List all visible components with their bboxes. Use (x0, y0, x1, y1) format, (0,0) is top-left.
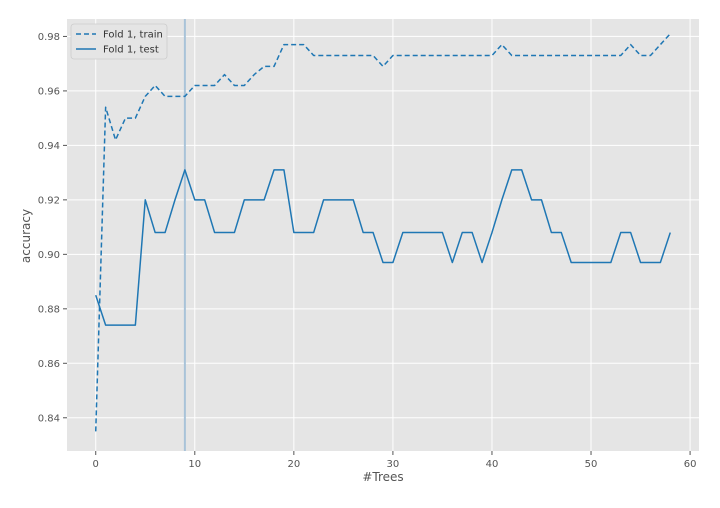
x-tick-label: 0 (93, 459, 99, 470)
legend-box (70, 23, 168, 60)
y-tick-label: 0.94 (38, 141, 60, 152)
x-tick-label: 60 (684, 459, 697, 470)
legend-label-train: Fold 1, train (103, 30, 163, 41)
y-tick-label: 0.86 (38, 359, 60, 370)
x-axis-label: #Trees (362, 470, 403, 484)
series-layer (94, 33, 671, 432)
x-tick-label: 50 (585, 459, 598, 470)
plot-area (67, 19, 699, 451)
y-axis-label: accuracy (19, 209, 33, 263)
x-tick-label: 40 (486, 459, 499, 470)
y-tick-label: 0.90 (38, 250, 60, 261)
y-tick-label: 0.96 (38, 86, 60, 97)
test-accuracy-line (95, 169, 671, 326)
x-tick-label: 20 (287, 459, 300, 470)
y-tick-label: 0.92 (38, 195, 60, 206)
x-axis-ticks: 0 10 20 30 40 50 60 (93, 451, 697, 470)
grid (67, 19, 699, 451)
legend-label-test: Fold 1, test (103, 45, 159, 56)
y-axis-ticks: 0.84 0.86 0.88 0.90 0.92 0.94 0.96 0.98 (38, 32, 67, 424)
x-tick-label: 10 (188, 459, 201, 470)
y-tick-label: 0.84 (38, 413, 60, 424)
train-accuracy-line (94, 33, 671, 432)
y-tick-label: 0.88 (38, 304, 60, 315)
y-tick-label: 0.98 (38, 32, 60, 43)
x-tick-label: 30 (387, 459, 400, 470)
legend: Fold 1, train Fold 1, test (70, 23, 168, 60)
